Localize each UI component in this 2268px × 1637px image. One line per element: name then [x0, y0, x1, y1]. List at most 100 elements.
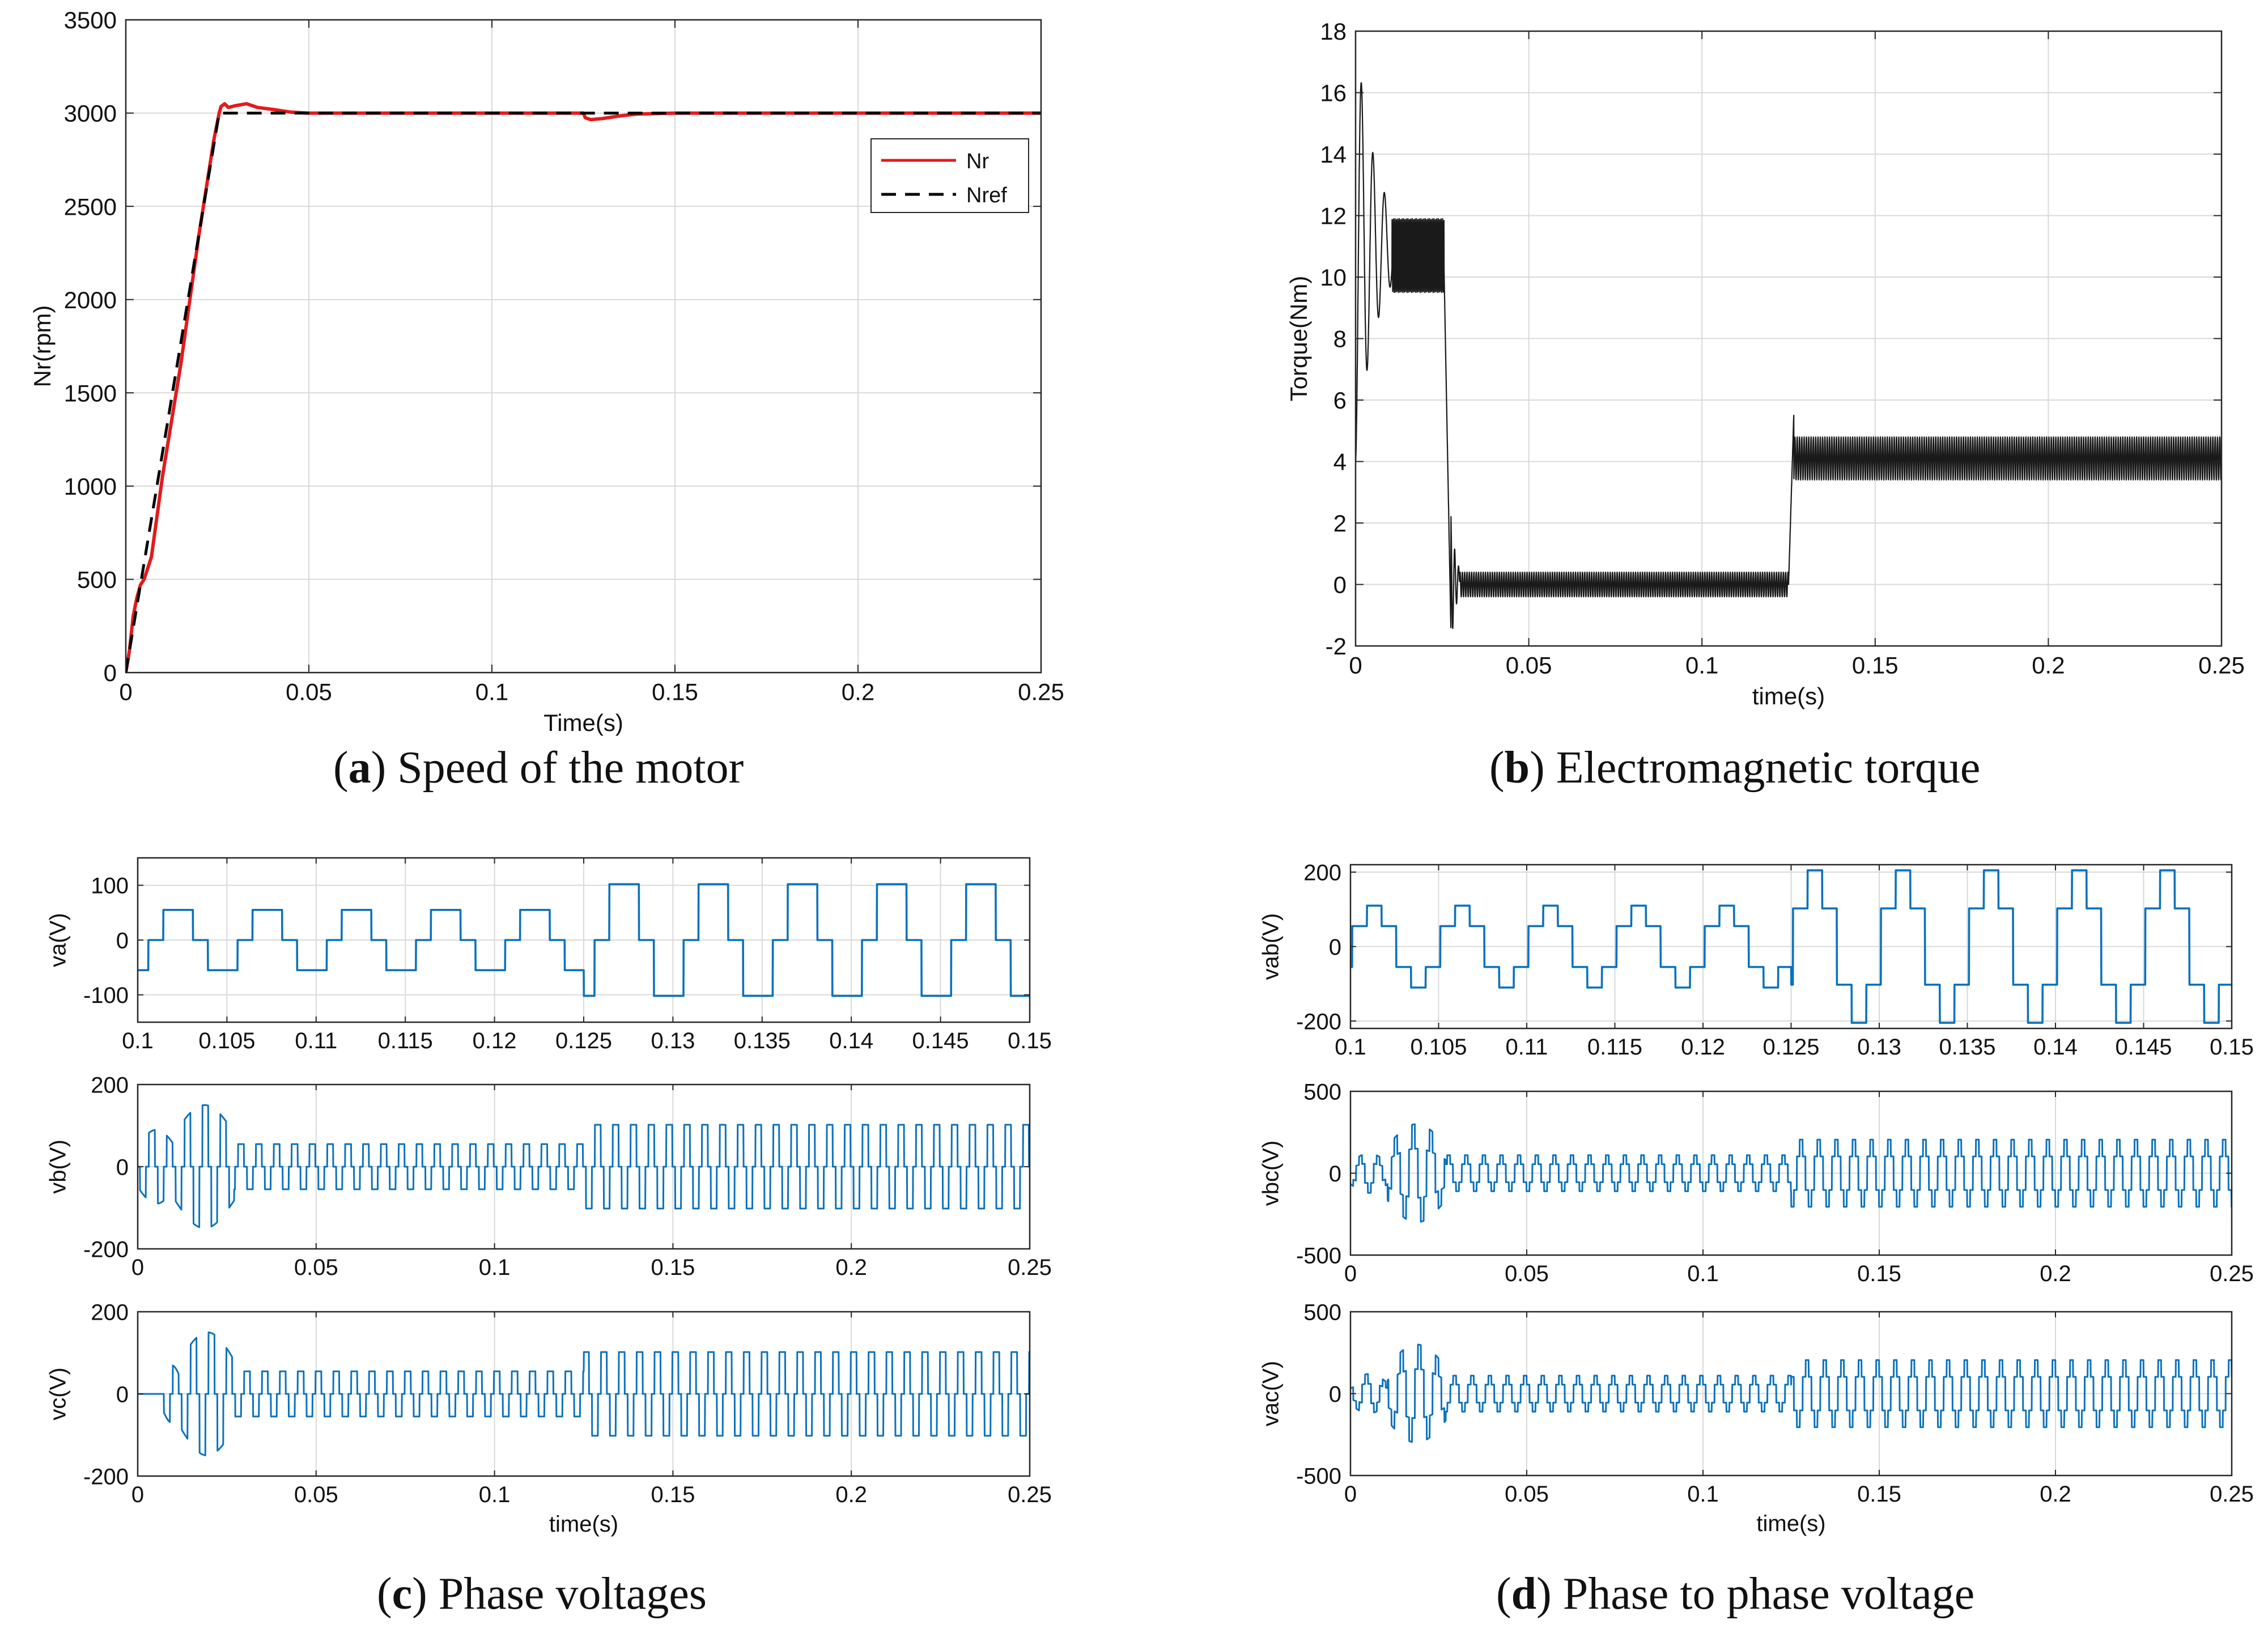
- y-tick-label: 4: [1333, 449, 1347, 475]
- y-tick-label: 1000: [64, 473, 117, 500]
- caption-b-text: ) Electromagnetic torque: [1530, 743, 1981, 793]
- y-tick-label: 2: [1333, 510, 1347, 537]
- x-tick-label: 0.12: [1681, 1035, 1725, 1060]
- y-tick-label: -200: [83, 1464, 129, 1489]
- caption-d-letter: d: [1511, 1569, 1537, 1619]
- x-tick-label: 0.12: [473, 1028, 517, 1053]
- x-tick-label: 0.1: [1687, 1482, 1719, 1507]
- y-tick-label: 500: [1303, 1300, 1341, 1325]
- x-tick-label: 0.05: [1506, 652, 1552, 678]
- speed-chart: 0 0.05 0.1 0.15 0.2 0.25 0 500 1000 1500 2000 2500 3…: [29, 7, 1064, 736]
- caption-c-text: ) Phase voltages: [412, 1569, 707, 1619]
- x-tick-label: 0.125: [555, 1028, 612, 1053]
- y-tick-label: 0: [1329, 1382, 1341, 1407]
- y-axis-label: vac(V): [1258, 1361, 1283, 1427]
- x-tick-label: 0.15: [1852, 652, 1899, 678]
- x-tick-label: 0.105: [198, 1028, 255, 1053]
- legend-label-nref: Nref: [966, 184, 1007, 207]
- x-tick-label: 0.2: [835, 1482, 867, 1507]
- y-axis-label: vc(V): [45, 1367, 70, 1420]
- x-tick-label: 0: [1344, 1482, 1357, 1507]
- x-axis-label: time(s): [1756, 1511, 1825, 1536]
- x-tick-label: 0.115: [1587, 1035, 1642, 1060]
- x-tick-label: 0.2: [835, 1255, 867, 1280]
- x-tick-label: 0.145: [2115, 1035, 2172, 1060]
- y-tick-label: 0: [116, 928, 129, 953]
- y-axis-label: Nr(rpm): [29, 305, 56, 388]
- series-vac-line: [1350, 1343, 2232, 1443]
- plot-frame: [125, 19, 1042, 674]
- y-tick-label: -200: [1296, 1009, 1341, 1034]
- x-tick-label: 0.13: [651, 1028, 695, 1053]
- x-tick-label: 0.1: [479, 1482, 511, 1507]
- x-tick-label: 0: [119, 678, 132, 705]
- x-tick-label: 0.2: [2040, 1482, 2071, 1507]
- caption-a: (a) Speed of the motor: [333, 743, 744, 793]
- y-axis-label: Torque(Nm): [1285, 276, 1312, 402]
- y-tick-label: 1500: [64, 380, 117, 406]
- y-tick-label: 0: [1329, 935, 1341, 960]
- y-tick-label: 10: [1320, 264, 1347, 291]
- x-tick-label: 0.115: [378, 1028, 433, 1053]
- y-tick-label: 200: [1303, 861, 1341, 886]
- x-tick-label: 0.15: [1008, 1028, 1052, 1053]
- x-tick-label: 0.2: [2040, 1261, 2071, 1286]
- x-tick-label: 0.05: [294, 1482, 338, 1507]
- y-tick-label: 200: [91, 1073, 129, 1098]
- series-nr-line: [126, 102, 1041, 673]
- x-tick-label: 0.05: [1505, 1261, 1549, 1286]
- y-tick-label: 12: [1320, 203, 1347, 229]
- x-tick-label: 0.2: [842, 678, 874, 705]
- y-tick-label: 0: [116, 1155, 129, 1180]
- x-tick-label: 0.1: [1335, 1035, 1366, 1060]
- x-tick-label: 0.1: [479, 1255, 511, 1280]
- y-tick-label: 0: [104, 660, 117, 686]
- x-tick-label: 0.13: [1857, 1035, 1901, 1060]
- y-tick-label: 0: [116, 1382, 129, 1407]
- legend-box: [870, 138, 1029, 213]
- y-tick-label: 14: [1320, 141, 1347, 168]
- x-tick-label: 0.11: [1506, 1035, 1548, 1060]
- x-tick-label: 0.25: [2198, 652, 2245, 678]
- x-tick-label: 0.15: [652, 678, 698, 705]
- x-tick-label: 0: [131, 1482, 144, 1507]
- caption-d-text: ) Phase to phase voltage: [1536, 1569, 1975, 1619]
- x-tick-label: 0.25: [2210, 1261, 2254, 1286]
- x-tick-label: 0: [1349, 652, 1362, 678]
- series-torque-line: [1356, 82, 2222, 630]
- y-tick-label: 3500: [64, 7, 117, 33]
- series-vc-line: [138, 1331, 1030, 1456]
- x-tick-label: 0.105: [1410, 1035, 1467, 1060]
- caption-d: (d) Phase to phase voltage: [1496, 1569, 1975, 1619]
- va-chart: 0.1 0.105 0.11 0.115 0.12 0.125 0.13 0.135 0.14 0…: [45, 857, 1052, 1053]
- y-tick-label: -200: [83, 1237, 129, 1262]
- x-tick-label: 0.1: [122, 1028, 154, 1053]
- x-tick-label: 0.05: [294, 1255, 338, 1280]
- plot-area: [126, 20, 1041, 673]
- y-axis-label: vbc(V): [1258, 1141, 1283, 1206]
- x-tick-label: 0.15: [2210, 1035, 2254, 1060]
- x-axis-label: Time(s): [543, 709, 623, 736]
- y-tick-label: 3000: [64, 100, 117, 127]
- x-tick-label: 0: [131, 1255, 144, 1280]
- y-axis-label: vab(V): [1258, 913, 1283, 980]
- y-axis-label: va(V): [45, 913, 70, 967]
- x-tick-label: 0.135: [734, 1028, 791, 1053]
- y-tick-label: 18: [1320, 18, 1347, 45]
- y-tick-label: 2500: [64, 193, 117, 220]
- caption-a-text: ) Speed of the motor: [371, 743, 744, 793]
- series-va-line: [138, 883, 1030, 997]
- x-tick-label: 0.14: [2033, 1035, 2078, 1060]
- caption-b: (b) Electromagnetic torque: [1489, 743, 1981, 793]
- caption-c-letter: c: [392, 1569, 413, 1619]
- x-tick-label: 0.11: [295, 1028, 337, 1053]
- x-tick-label: 0.25: [1018, 678, 1064, 705]
- x-tick-label: 0.15: [1857, 1261, 1901, 1286]
- y-tick-label: 2000: [64, 287, 117, 313]
- vab-chart: 0.1 0.105 0.11 0.115 0.12 0.125 0.13 0.135 0.14 0…: [1258, 861, 2254, 1060]
- x-tick-label: 0.1: [1685, 652, 1718, 678]
- y-tick-label: -500: [1296, 1243, 1341, 1268]
- series-vab-line: [1350, 869, 2232, 1024]
